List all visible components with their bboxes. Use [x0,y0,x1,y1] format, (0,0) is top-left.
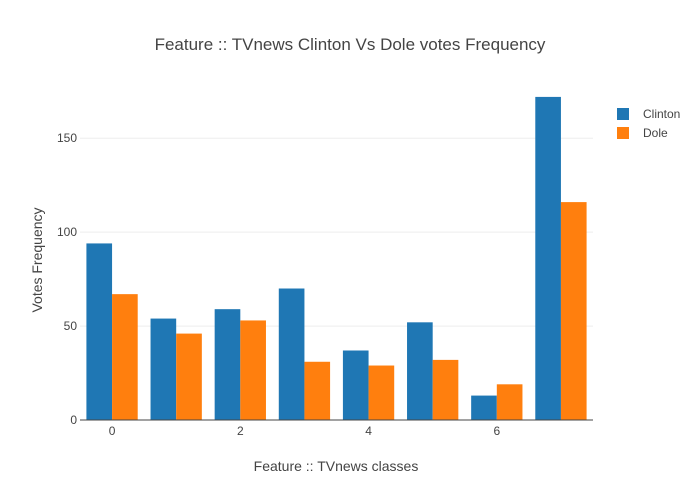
legend-label: Clinton [643,107,680,121]
bar-clinton-2[interactable] [214,309,241,420]
bars [86,96,587,421]
legend[interactable]: Clinton Dole [617,107,680,140]
bar-clinton-6[interactable] [471,395,497,420]
x-tick-label: 0 [109,424,116,438]
bar-dole-6[interactable] [496,384,523,420]
legend-item-clinton[interactable]: Clinton [617,107,680,121]
x-tick-label: 2 [237,424,244,438]
bar-clinton-1[interactable] [150,318,177,420]
bar-dole-0[interactable] [112,294,138,420]
y-tick-label: 150 [57,131,77,145]
legend-label: Dole [643,126,668,140]
bar-dole-2[interactable] [240,320,266,420]
chart-title: Feature :: TVnews Clinton Vs Dole votes … [155,35,546,54]
bar-dole-4[interactable] [368,365,395,420]
bar-clinton-3[interactable] [278,288,305,420]
bar-clinton-7[interactable] [535,96,561,421]
x-tick-label: 6 [493,424,500,438]
gridlines [80,137,593,327]
x-tick-label: 4 [365,424,372,438]
legend-item-dole[interactable]: Dole [617,126,668,140]
legend-swatch [617,108,629,120]
legend-swatch [617,127,629,139]
y-tick-label: 100 [57,225,77,239]
bar-clinton-4[interactable] [342,350,369,420]
axes: 0 50 100 150 0 2 4 6 [57,131,593,438]
bar-dole-5[interactable] [432,359,459,420]
y-tick-label: 50 [64,319,78,333]
bar-clinton-0[interactable] [86,243,113,420]
bar-dole-1[interactable] [176,333,202,420]
y-tick-label: 0 [70,413,77,427]
bar-clinton-5[interactable] [407,322,433,420]
bar-dole-3[interactable] [304,361,331,420]
x-axis-title: Feature :: TVnews classes [254,458,419,474]
y-axis-title: Votes Frequency [29,207,45,312]
bar-dole-7[interactable] [560,202,587,420]
